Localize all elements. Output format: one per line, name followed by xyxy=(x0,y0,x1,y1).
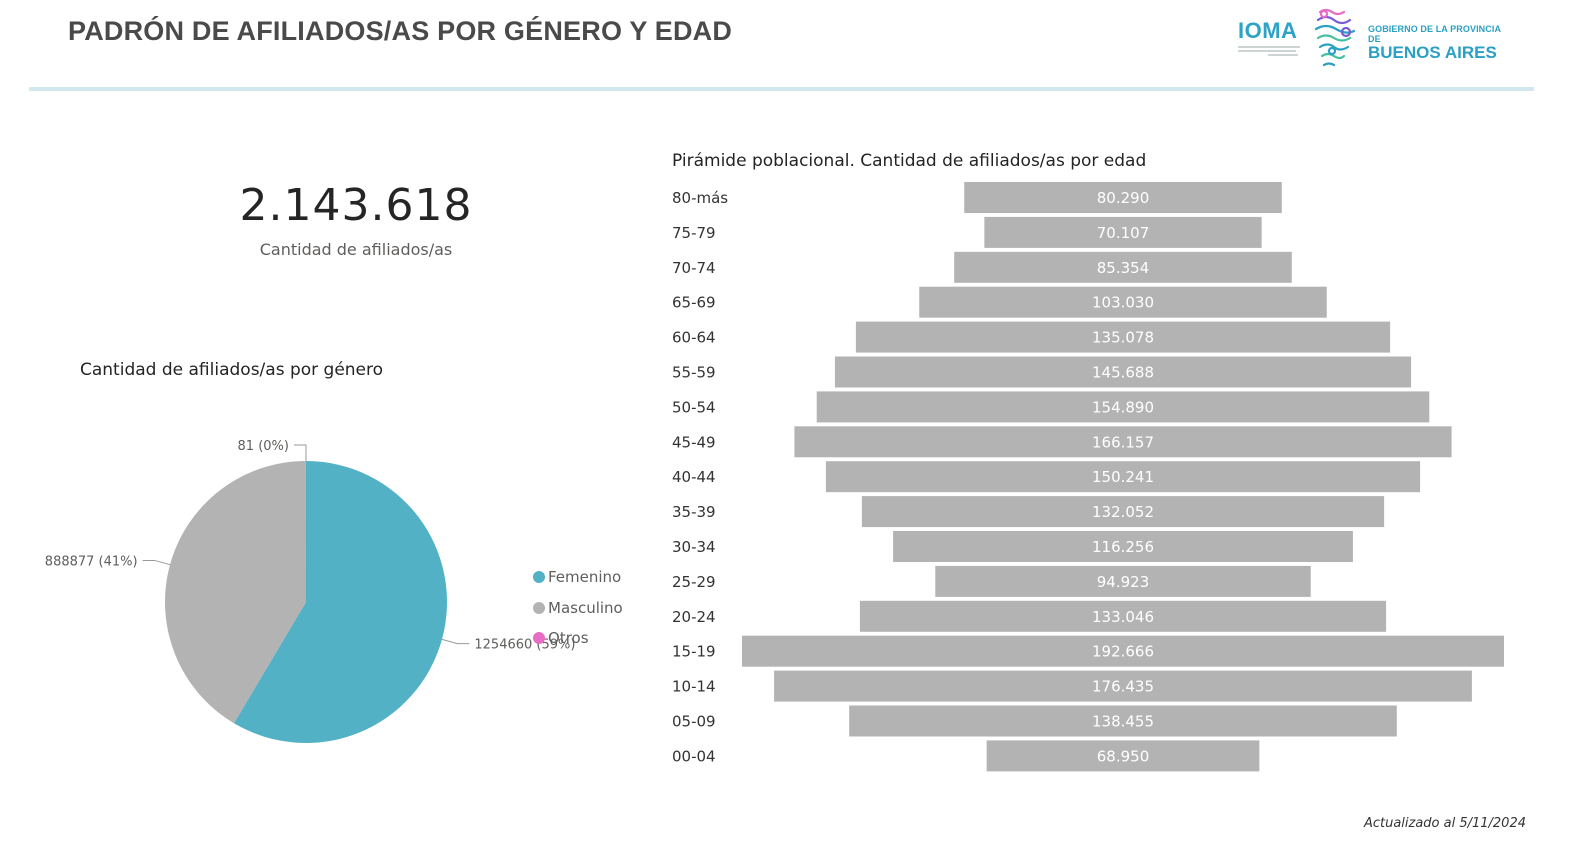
pyramid-category-label: 05-09 xyxy=(672,713,716,731)
pyramid-bar[interactable] xyxy=(954,251,1292,283)
pie-leader-line xyxy=(293,444,307,461)
pyramid-category-label: 25-29 xyxy=(672,573,716,591)
legend-label: Femenino xyxy=(548,568,622,587)
legend-label: Otros xyxy=(548,629,589,648)
pyramid-bar[interactable] xyxy=(919,286,1327,318)
pyramid-bar[interactable] xyxy=(794,426,1452,458)
pyramid-category-label: 15-19 xyxy=(672,643,716,661)
pyramid-value-label: 166.157 xyxy=(1092,433,1154,451)
updated-date: Actualizado al 5/11/2024 xyxy=(1363,816,1526,831)
pyramid-category-label: 75-79 xyxy=(672,224,716,242)
pie-data-label: 1254660 (59%) xyxy=(474,638,575,653)
pie-leader-line xyxy=(142,559,171,566)
pie-data-label: 81 (0%) xyxy=(238,439,289,454)
pyramid-value-label: 192.666 xyxy=(1092,643,1154,661)
pyramid-bar[interactable] xyxy=(893,531,1353,562)
pyramid-category-label: 80-más xyxy=(672,189,728,207)
pyramid-value-label: 85.354 xyxy=(1097,259,1150,277)
legend-label: Masculino xyxy=(548,598,623,617)
pie-legend: Femenino Masculino Otros xyxy=(533,562,623,654)
pyramid-bar[interactable] xyxy=(774,670,1472,702)
pyramid-bar[interactable] xyxy=(859,600,1387,632)
pyramid-category-label: 45-49 xyxy=(672,433,716,451)
pyramid-category-label: 65-69 xyxy=(672,294,716,312)
pyramid-value-label: 138.455 xyxy=(1092,713,1154,731)
province-logo-small: GOBIERNO DE LA PROVINCIA DE xyxy=(1368,24,1501,44)
pyramid-category-label: 30-34 xyxy=(672,538,716,556)
pyramid-category-label: 60-64 xyxy=(672,329,716,347)
pyramid-category-label: 40-44 xyxy=(672,468,716,486)
pyramid-bar[interactable] xyxy=(825,461,1421,493)
legend-dot-femenino-icon xyxy=(533,571,545,584)
ioma-logo-tagline-icon xyxy=(1238,46,1308,56)
pyramid-category-label: 55-59 xyxy=(672,364,716,382)
pyramid-category-label: 10-14 xyxy=(672,678,716,696)
legend-item-femenino[interactable]: Femenino xyxy=(533,562,623,593)
kpi-value: 2.143.618 xyxy=(239,180,473,231)
legend-item-masculino[interactable]: Masculino xyxy=(533,593,623,624)
pie-data-label: 888877 (41%) xyxy=(45,554,138,569)
pyramid-category-label: 20-24 xyxy=(672,608,716,626)
kpi-label: Cantidad de afiliados/as xyxy=(259,240,453,259)
pyramid-value-label: 70.107 xyxy=(1097,224,1150,242)
pyramid-bar[interactable] xyxy=(935,565,1311,597)
gender-pie-chart: 1254660 (59%) 888877 (41%) 81 (0%) xyxy=(45,439,575,743)
pie-slice-masculino[interactable] xyxy=(165,461,306,724)
province-logo-big: BUENOS AIRES xyxy=(1368,43,1497,62)
pyramid-category-label: 35-39 xyxy=(672,503,716,521)
pyramid-value-label: 145.688 xyxy=(1092,364,1154,382)
pyramid-bar[interactable] xyxy=(834,356,1412,388)
pyramid-bar[interactable] xyxy=(861,496,1385,528)
pyramid-bar[interactable] xyxy=(816,391,1430,423)
legend-dot-otros-icon xyxy=(533,632,545,645)
pyramid-value-label: 116.256 xyxy=(1092,538,1154,556)
province-emblem-icon xyxy=(1314,8,1356,67)
ioma-logo: IOMA xyxy=(1238,18,1308,68)
pyramid-value-label: 135.078 xyxy=(1092,329,1154,347)
pyramid-value-label: 80.290 xyxy=(1097,189,1150,207)
pyramid-value-label: 133.046 xyxy=(1092,608,1154,626)
pyramid-value-label: 103.030 xyxy=(1092,294,1154,312)
pyramid-category-label: 70-74 xyxy=(672,259,716,277)
pyramid-bar[interactable] xyxy=(742,635,1504,667)
province-logo: GOBIERNO DE LA PROVINCIA DE BUENOS AIRES xyxy=(1368,24,1508,62)
ioma-logo-text: IOMA xyxy=(1238,18,1298,43)
page-title: PADRÓN DE AFILIADOS/AS POR GÉNERO Y EDAD xyxy=(68,16,733,46)
legend-dot-masculino-icon xyxy=(533,601,545,614)
pyramid-bar[interactable] xyxy=(964,182,1282,213)
legend-item-otros[interactable]: Otros xyxy=(533,623,623,654)
pie-slice-femenino[interactable] xyxy=(233,461,447,743)
age-pyramid-chart: 80-más 80.290 75-79 70.107 70-74 85.354 65-69 1… xyxy=(672,182,1504,772)
pie-chart-title: Cantidad de afiliados/as por género xyxy=(80,360,384,380)
pyramid-value-label: 154.890 xyxy=(1092,398,1154,416)
pyramid-value-label: 94.923 xyxy=(1097,573,1150,591)
pyramid-category-label: 50-54 xyxy=(672,398,716,416)
pyramid-bar[interactable] xyxy=(855,321,1391,353)
pie-leader-line xyxy=(441,638,470,645)
pyramid-value-label: 176.435 xyxy=(1092,678,1154,696)
pyramid-bar[interactable] xyxy=(986,740,1260,772)
pyramid-bar[interactable] xyxy=(849,705,1397,737)
pyramid-bar[interactable] xyxy=(984,216,1262,248)
pyramid-value-label: 132.052 xyxy=(1092,503,1154,521)
header-divider xyxy=(29,87,1534,91)
pyramid-chart-title: Pirámide poblacional. Cantidad de afilia… xyxy=(672,151,1147,171)
pyramid-value-label: 68.950 xyxy=(1097,747,1150,765)
pyramid-category-label: 00-04 xyxy=(672,747,716,765)
pyramid-value-label: 150.241 xyxy=(1092,468,1154,486)
